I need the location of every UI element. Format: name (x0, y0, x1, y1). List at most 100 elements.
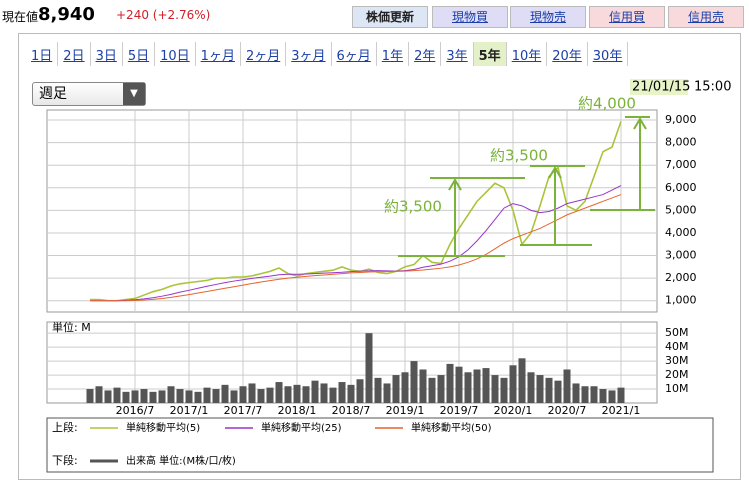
period-tab[interactable]: 6ヶ月 (332, 42, 377, 66)
x-tick-label: 2021/1 (602, 404, 641, 417)
volume-bar (536, 375, 544, 403)
y-tick-label: 7,000 (665, 158, 697, 171)
ma-line (90, 194, 622, 302)
unit-label: 単位: M (52, 320, 91, 334)
legend-label: 出来高 単位:(M株/口/枚) (126, 454, 236, 467)
period-tab[interactable]: 1ヶ月 (196, 42, 241, 66)
legend-lower: 下段: (52, 453, 78, 467)
x-tick-label: 2017/7 (224, 404, 263, 417)
period-tab[interactable]: 2日 (58, 42, 91, 66)
period-tab[interactable]: 20年 (547, 42, 588, 66)
y-tick-label: 1,000 (665, 294, 697, 307)
date-bg (630, 79, 688, 95)
volume-bar (221, 384, 229, 403)
period-tab[interactable]: 1日 (26, 42, 59, 66)
y-tick-label: 4,000 (665, 226, 697, 239)
annotation-marks (398, 116, 655, 257)
volume-bar (581, 386, 589, 403)
period-tab[interactable]: 2年 (409, 42, 442, 66)
x-tick-label: 2020/7 (548, 404, 587, 417)
volume-bar (347, 384, 355, 403)
volume-bar (509, 365, 517, 403)
period-tab[interactable]: 5年 (473, 42, 507, 66)
period-tab[interactable]: 3ヶ月 (286, 42, 332, 66)
plot-content: 1,000 2,000 3,000 4,000 5,000 6,000 7,000 8,000… (47, 110, 697, 467)
volume-bar (401, 372, 409, 403)
x-tick-label: 2018/7 (332, 404, 371, 417)
volume-bar (617, 387, 625, 403)
volume-bar (284, 386, 292, 403)
volume-bar (131, 390, 139, 403)
volume-bar (257, 389, 265, 403)
x-tick-label: 2016/7 (116, 404, 155, 417)
period-tab[interactable]: 1年 (377, 42, 410, 66)
time: 15:00 (694, 80, 731, 95)
price-label: 現在値 (2, 10, 39, 24)
volume-bar (554, 380, 562, 403)
date: 21/01/15 (632, 80, 690, 95)
volume-bar (338, 382, 346, 403)
legend-box (46, 417, 714, 473)
period-tab[interactable]: 30年 (588, 42, 629, 66)
period-tab[interactable]: 2ヶ月 (241, 42, 287, 66)
period-select[interactable]: 週足 ▼ (32, 82, 146, 106)
annotation: 約3,500 (490, 147, 548, 165)
legend-label: 単純移動平均(25) (261, 421, 342, 434)
y-tick-label: 10M (665, 382, 689, 395)
volume-bar (473, 369, 481, 403)
period-tab[interactable]: 5日 (123, 42, 156, 66)
y-tick-label: 2,000 (665, 271, 697, 284)
volume-bar (437, 375, 445, 403)
buy-button[interactable]: 現物買 (432, 6, 508, 28)
period-tab[interactable]: 3日 (91, 42, 123, 66)
volume-bar (383, 383, 391, 403)
volume-bar (419, 369, 427, 403)
y-tick-label: 40M (665, 340, 689, 353)
price: 8,940 (38, 4, 95, 25)
volume-bar (428, 377, 436, 403)
legend-label: 単純移動平均(5) (126, 421, 200, 434)
volume-bar (545, 377, 553, 403)
legend-label: 単純移動平均(50) (411, 421, 492, 434)
volume-bar (167, 386, 175, 403)
margin-buy-button[interactable]: 信用買 (589, 6, 665, 28)
volume-bar (608, 390, 616, 403)
x-tick-label: 2020/1 (494, 404, 533, 417)
volume-bar (500, 377, 508, 403)
volume-bar (563, 369, 571, 403)
volume-bar (365, 333, 373, 403)
price-plot (46, 109, 658, 313)
y-tick-label: 9,000 (665, 113, 697, 126)
volume-bar (86, 389, 94, 403)
y-tick-label: 50M (665, 326, 689, 339)
volume-bar (95, 386, 103, 403)
refresh-label: 株価更新 (365, 10, 414, 24)
volume-bar (140, 389, 148, 403)
volume-bar (149, 391, 157, 403)
y-tick-label: 8,000 (665, 136, 697, 149)
volume-bar (320, 383, 328, 403)
volume-bar (572, 383, 580, 403)
x-tick-label: 2019/7 (440, 404, 479, 417)
volume-bar (302, 386, 310, 403)
volume-bar (212, 389, 220, 403)
refresh-button[interactable]: 株価更新 (352, 6, 428, 28)
x-tick-label: 2018/1 (278, 404, 317, 417)
volume-bar (446, 363, 454, 403)
volume-bar (176, 389, 184, 403)
volume-bar (185, 390, 193, 403)
legend-upper: 上段: (52, 420, 78, 434)
period-tab[interactable]: 3年 (441, 42, 474, 66)
volume-bar (590, 386, 598, 403)
x-tick-label: 2019/1 (386, 404, 425, 417)
volume-bar (527, 372, 535, 403)
y-tick-label: 5,000 (665, 203, 697, 216)
volume-bar (104, 390, 112, 403)
margin-sell-button[interactable]: 信用売 (668, 6, 744, 28)
ma-line (90, 185, 622, 302)
sell-button[interactable]: 現物売 (510, 6, 586, 28)
period-tab[interactable]: 10年 (507, 42, 548, 66)
period-tab[interactable]: 10日 (155, 42, 196, 66)
volume-bar (230, 390, 238, 403)
